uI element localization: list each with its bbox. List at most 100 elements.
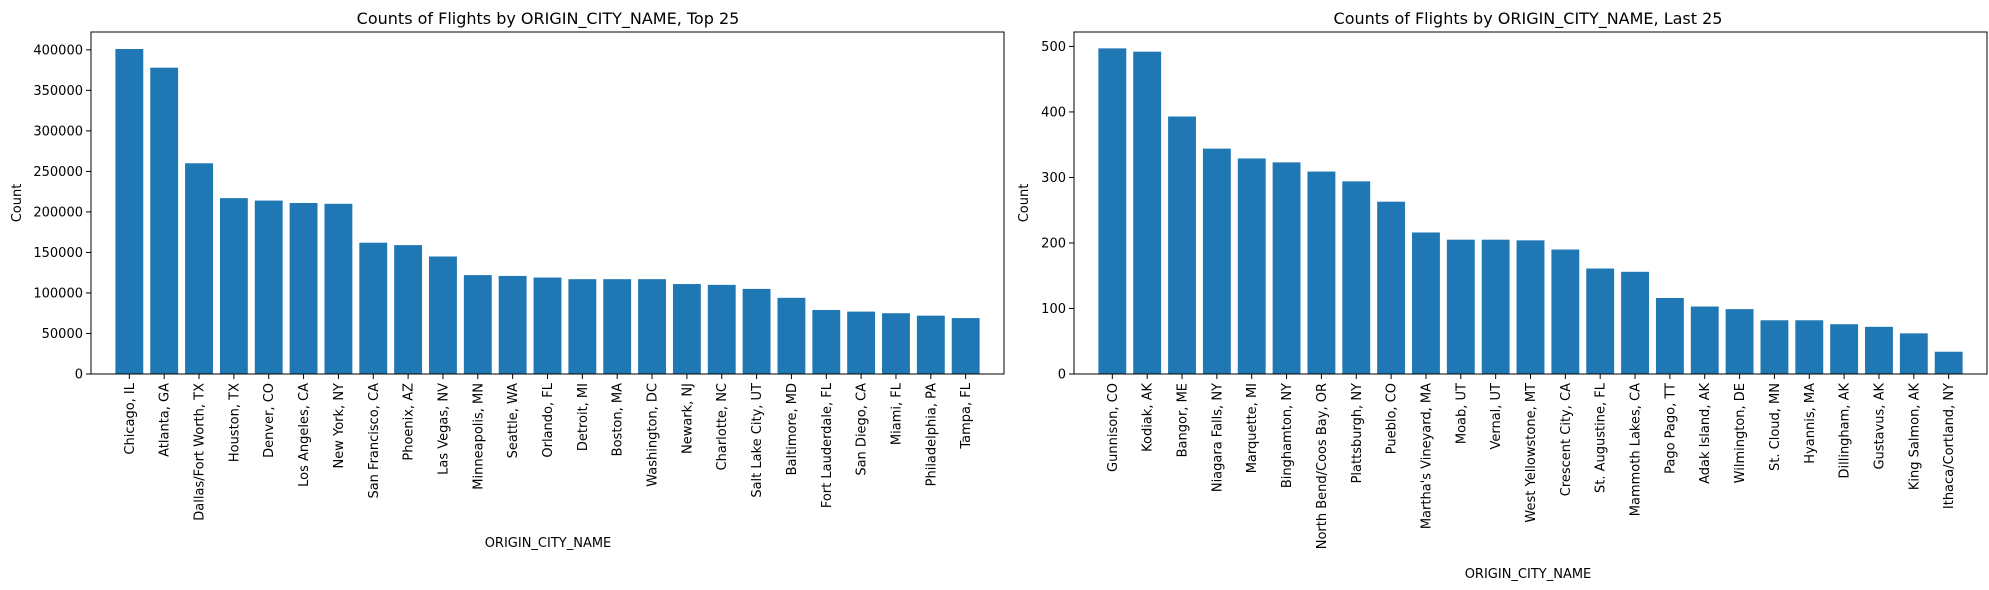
x-tick-label: Vernal, UT xyxy=(1489,383,1504,450)
bar xyxy=(847,311,876,374)
y-tick-label: 400000 xyxy=(33,43,83,58)
bar xyxy=(1412,232,1440,374)
bar xyxy=(1446,239,1475,374)
x-tick-label: Las Vegas, NV xyxy=(436,383,451,475)
y-tick-label: 0 xyxy=(1058,368,1066,383)
bar xyxy=(1865,326,1893,374)
x-tick-label: Dallas/Fort Worth, TX xyxy=(193,383,208,521)
x-tick-label: Salt Lake City, UT xyxy=(750,383,765,498)
y-tick-label: 500 xyxy=(1041,40,1066,55)
x-tick-label: Moab, UT xyxy=(1454,383,1469,444)
x-tick-label: Baltimore, MD xyxy=(785,383,800,475)
y-tick-label: 300000 xyxy=(33,124,83,139)
x-tick-label: West Yellowstone, MT xyxy=(1524,383,1539,523)
bar xyxy=(1377,201,1406,374)
x-tick-label: San Francisco, CA xyxy=(367,383,382,499)
bar xyxy=(289,203,318,374)
bar xyxy=(324,203,353,374)
bar xyxy=(359,242,388,374)
bar xyxy=(1690,306,1719,374)
x-tick-label: Ithaca/Cortland, NY xyxy=(1942,383,1957,509)
x-tick-label: Marquette, MI xyxy=(1245,383,1260,473)
plot-frame xyxy=(90,31,1005,375)
x-tick-label: St. Cloud, MN xyxy=(1768,383,1783,471)
bar xyxy=(463,275,492,374)
bar xyxy=(1237,158,1266,374)
bar xyxy=(1168,116,1196,374)
bar xyxy=(219,198,248,374)
y-ticks: 0 50000 100000 150000 200000 250000 300000 3500… xyxy=(33,43,91,383)
x-tick-label: Minneapolis, MN xyxy=(471,383,486,490)
bar xyxy=(1725,309,1754,374)
y-tick-label: 250000 xyxy=(33,165,83,180)
x-tick-label: Bangor, ME xyxy=(1176,383,1191,457)
y-tick-label: 300 xyxy=(1041,171,1066,186)
bar xyxy=(916,315,945,374)
x-tick-label: Hyannis, MA xyxy=(1803,383,1818,464)
bar xyxy=(1830,324,1859,374)
x-tick-label: New York, NY xyxy=(332,383,347,469)
y-tick-label: 200 xyxy=(1041,236,1066,251)
bar xyxy=(777,297,806,374)
x-tick-label: North Bend/Coos Bay, OR xyxy=(1315,383,1330,549)
bar xyxy=(1551,249,1580,374)
x-axis-label: ORIGIN_CITY_NAME xyxy=(485,536,612,551)
bar xyxy=(1202,148,1231,374)
bar xyxy=(150,67,179,375)
x-tick-label: Niagara Falls, NY xyxy=(1210,383,1225,492)
x-tick-label: San Diego, CA xyxy=(855,383,870,476)
bar xyxy=(115,49,144,375)
x-tick-label: Atlanta, GA xyxy=(158,383,173,457)
x-tick-label: St. Augustine, FL xyxy=(1594,382,1609,493)
x-tick-label: Wilmington, DE xyxy=(1733,383,1748,483)
x-tick-label: Binghamton, NY xyxy=(1280,383,1295,488)
x-tick-label: Dillingham, AK xyxy=(1838,383,1853,479)
y-tick-label: 0 xyxy=(75,368,83,383)
chart-title: Counts of Flights by ORIGIN_CITY_NAME, T… xyxy=(357,9,740,29)
x-tick-label: Tampa, FL xyxy=(959,382,974,449)
y-tick-label: 100 xyxy=(1041,302,1066,317)
x-tick-label: Mammoth Lakes, CA xyxy=(1629,383,1644,516)
bar xyxy=(1655,298,1684,374)
x-tick-label: Crescent City, CA xyxy=(1559,383,1574,496)
bar xyxy=(882,313,910,374)
y-tick-label: 200000 xyxy=(33,205,83,220)
chart-title: Counts of Flights by ORIGIN_CITY_NAME, L… xyxy=(1334,9,1723,29)
bar xyxy=(1481,239,1510,374)
y-ticks: 0 100 200 300 400 500 xyxy=(1041,40,1074,383)
bar xyxy=(185,163,213,374)
x-tick-label: Gustavus, AK xyxy=(1872,383,1887,470)
x-tick-label: Plattsburgh, NY xyxy=(1350,383,1365,483)
x-axis-label: ORIGIN_CITY_NAME xyxy=(1465,567,1592,582)
bar xyxy=(533,277,562,374)
x-tick-label: Pueblo, CO xyxy=(1385,383,1400,454)
x-tick-label: Martha's Vineyard, MA xyxy=(1419,383,1434,529)
bar xyxy=(1133,51,1162,374)
x-tick-label: Phoenix, AZ xyxy=(402,383,417,461)
x-tick-label: Seattle, WA xyxy=(506,383,521,458)
bar xyxy=(429,256,457,374)
bars xyxy=(1098,48,1963,375)
x-tick-label: Boston, MA xyxy=(611,383,626,456)
chart-top-25: Counts of Flights by ORIGIN_CITY_NAME, T… xyxy=(10,9,1005,551)
bar xyxy=(1621,271,1649,374)
bar xyxy=(638,279,666,374)
x-tick-label: Los Angeles, CA xyxy=(297,383,312,487)
bar xyxy=(498,275,527,374)
bar xyxy=(1272,162,1301,374)
bar xyxy=(1934,351,1963,374)
bar xyxy=(1307,171,1336,374)
bar xyxy=(1795,320,1824,374)
x-tick-label: Kodiak, AK xyxy=(1141,383,1156,452)
x-tick-label: Philadelphia, PA xyxy=(924,383,939,486)
x-tick-label: Pago Pago, TT xyxy=(1663,383,1678,474)
bar xyxy=(1342,181,1371,374)
x-tick-label: Houston, TX xyxy=(227,383,242,462)
bar xyxy=(1899,333,1928,374)
bar xyxy=(1516,240,1545,374)
x-tick-label: Orlando, FL xyxy=(541,382,556,457)
bar xyxy=(812,309,841,374)
bar xyxy=(603,279,632,374)
y-axis-label: Count xyxy=(1017,184,1032,223)
